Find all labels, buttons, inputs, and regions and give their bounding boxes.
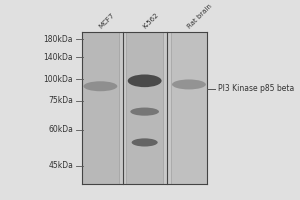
Bar	[171, 32, 207, 184]
Ellipse shape	[130, 108, 159, 116]
Text: 180kDa: 180kDa	[44, 35, 73, 44]
Text: K-562: K-562	[142, 12, 160, 30]
Ellipse shape	[172, 79, 206, 89]
Ellipse shape	[128, 74, 162, 87]
Text: 140kDa: 140kDa	[44, 53, 73, 62]
Text: 75kDa: 75kDa	[48, 96, 73, 105]
Bar	[82, 32, 118, 184]
Text: 100kDa: 100kDa	[44, 75, 73, 84]
Text: 45kDa: 45kDa	[48, 161, 73, 170]
Ellipse shape	[83, 81, 117, 91]
Bar	[126, 32, 163, 184]
Text: Rat brain: Rat brain	[186, 3, 213, 30]
Bar	[82, 32, 207, 184]
Text: MCF7: MCF7	[98, 12, 115, 30]
Text: PI3 Kinase p85 beta: PI3 Kinase p85 beta	[218, 84, 294, 93]
Ellipse shape	[132, 138, 158, 147]
Text: 60kDa: 60kDa	[48, 125, 73, 134]
